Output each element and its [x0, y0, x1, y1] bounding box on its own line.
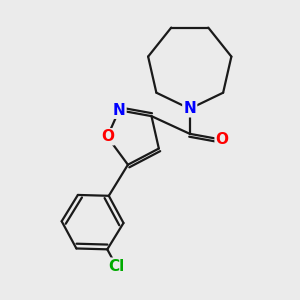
Text: Cl: Cl: [108, 259, 124, 274]
Text: N: N: [113, 103, 125, 118]
Text: O: O: [216, 132, 229, 147]
Text: N: N: [183, 101, 196, 116]
Text: O: O: [101, 129, 114, 144]
